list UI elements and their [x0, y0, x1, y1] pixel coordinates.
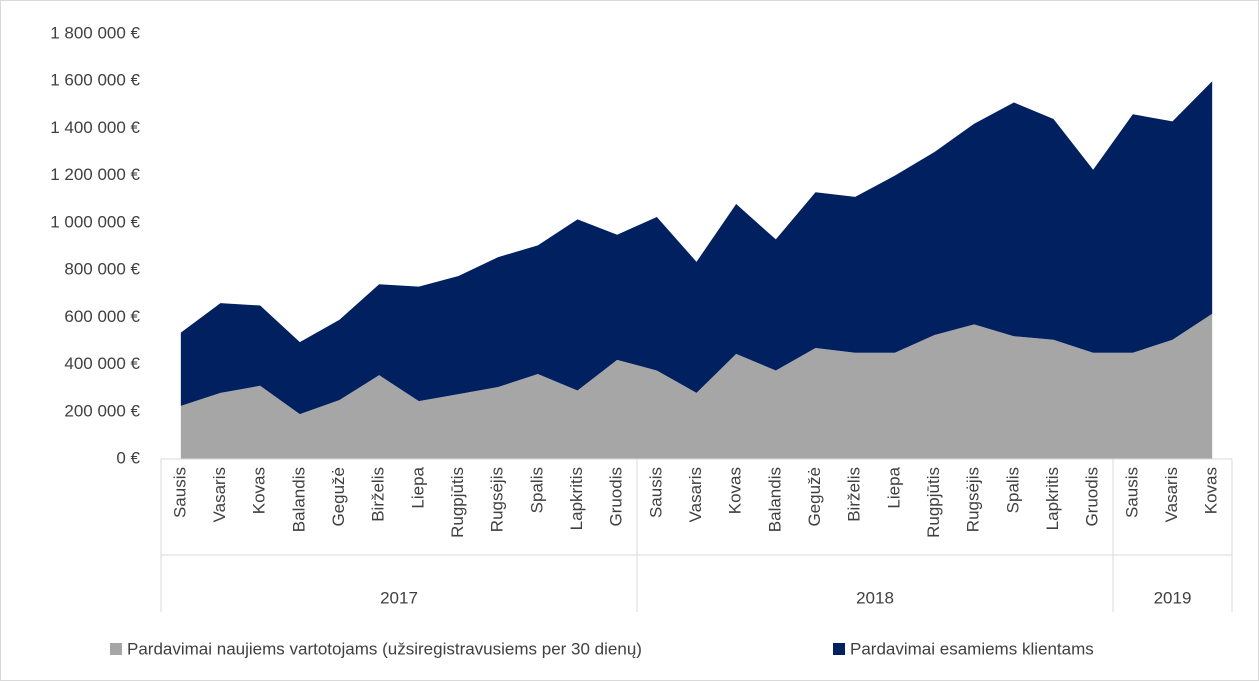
x-tick-label: Spalis [527, 467, 546, 513]
x-tick-label: Liepa [884, 466, 903, 508]
x-tick-label: Kovas [250, 467, 269, 514]
y-tick-label: 400 000 € [64, 354, 140, 373]
x-tick-label: Gruodis [607, 467, 626, 527]
x-tick-label: Birželis [845, 467, 864, 522]
y-tick-label: 0 € [116, 448, 140, 467]
y-tick-label: 800 000 € [64, 260, 140, 279]
x-tick-label: Balandis [765, 467, 784, 532]
x-tick-label: Spalis [1003, 467, 1022, 513]
legend-swatch [110, 643, 122, 655]
x-tick-label: Kovas [1202, 467, 1221, 514]
x-tick-label: Rugpjūtis [448, 467, 467, 538]
group-label: 2018 [856, 588, 894, 607]
x-tick-label: Kovas [726, 467, 745, 514]
x-tick-label: Liepa [408, 466, 427, 508]
y-tick-label: 200 000 € [64, 401, 140, 420]
x-tick-label: Gegužė [805, 467, 824, 527]
x-tick-label: Gegužė [329, 467, 348, 527]
y-tick-label: 1 400 000 € [50, 118, 140, 137]
x-tick-label: Balandis [289, 467, 308, 532]
area [180, 81, 1213, 415]
x-tick-label: Lapkritis [567, 467, 586, 530]
x-tick-label: Sausis [170, 467, 189, 518]
x-tick-label: Rugsėjis [964, 467, 983, 532]
y-tick-label: 1 800 000 € [50, 23, 140, 42]
group-label: 2017 [380, 588, 418, 607]
y-tick-label: 1 600 000 € [50, 71, 140, 90]
x-tick-label: Rugpjūtis [924, 467, 943, 538]
x-tick-label: Sausis [1122, 467, 1141, 518]
x-tick-label: Vasaris [1162, 467, 1181, 522]
x-tick-label: Vasaris [686, 467, 705, 522]
y-tick-label: 1 000 000 € [50, 212, 140, 231]
legend-swatch [833, 643, 845, 655]
x-tick-label: Gruodis [1083, 467, 1102, 527]
x-tick-label: Vasaris [210, 467, 229, 522]
x-tick-label: Rugsėjis [488, 467, 507, 532]
y-tick-label: 1 200 000 € [50, 165, 140, 184]
x-tick-label: Sausis [646, 467, 665, 518]
x-tick-label: Lapkritis [1043, 467, 1062, 530]
legend-label: Pardavimai naujiems vartotojams (užsireg… [127, 639, 642, 658]
group-label: 2019 [1154, 588, 1192, 607]
y-tick-label: 600 000 € [64, 307, 140, 326]
legend-label: Pardavimai esamiems klientams [850, 639, 1094, 658]
area [180, 313, 1213, 459]
x-tick-label: Birželis [369, 467, 388, 522]
